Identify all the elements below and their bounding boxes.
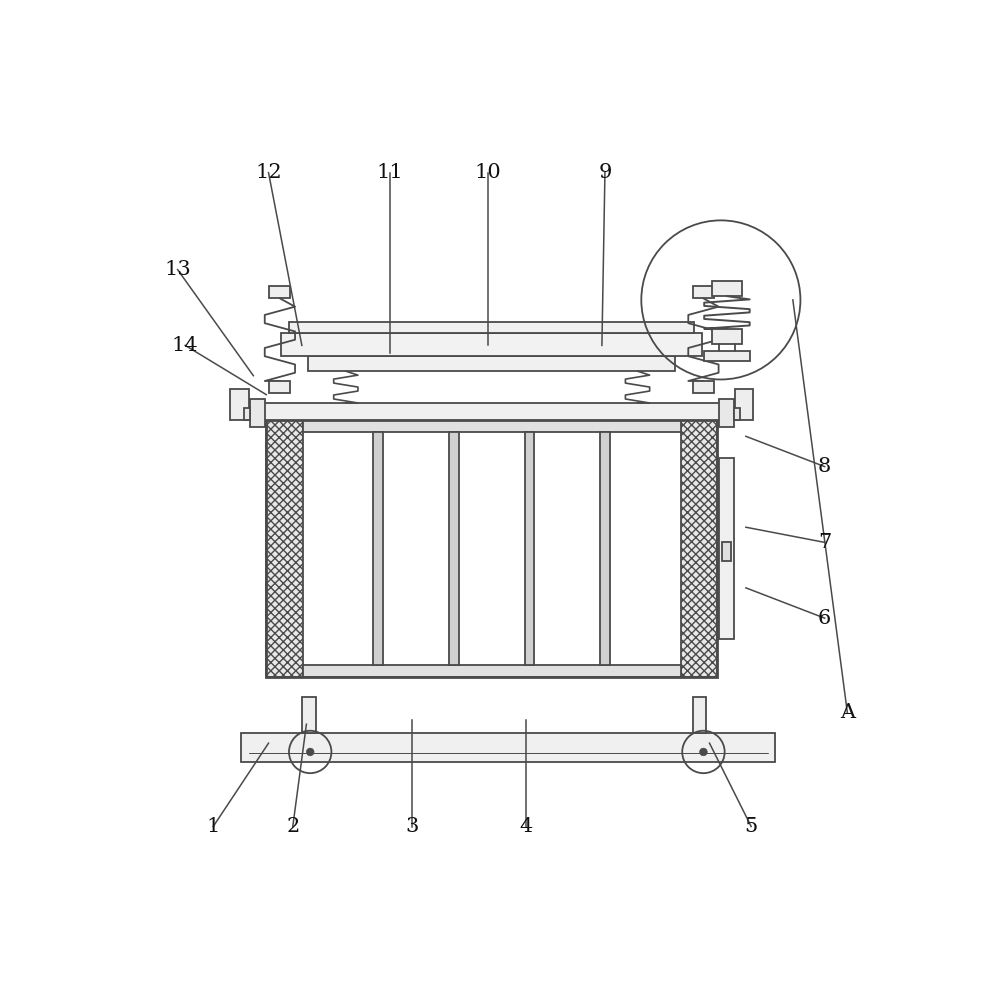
Bar [681, 419, 717, 677]
Bar [269, 286, 290, 298]
Bar [241, 733, 775, 762]
Bar [735, 390, 753, 419]
Bar [269, 381, 290, 394]
Bar [449, 432, 459, 665]
Bar [734, 407, 740, 419]
Text: 13: 13 [164, 260, 191, 279]
Text: 8: 8 [818, 458, 831, 476]
Bar [693, 697, 706, 733]
Text: 2: 2 [286, 817, 299, 836]
Text: 4: 4 [520, 817, 533, 836]
Bar [303, 665, 681, 677]
Text: 3: 3 [406, 817, 419, 836]
Bar [303, 419, 681, 432]
Text: 9: 9 [598, 163, 612, 182]
Bar [281, 334, 702, 356]
Bar [600, 432, 610, 665]
Bar [719, 400, 734, 427]
Circle shape [306, 748, 314, 756]
Bar [308, 356, 675, 371]
Text: 5: 5 [745, 817, 758, 836]
Bar [230, 390, 249, 419]
Bar [266, 419, 717, 677]
Text: 14: 14 [172, 336, 198, 355]
Bar [247, 403, 736, 419]
Text: 11: 11 [376, 163, 403, 182]
Bar [244, 407, 250, 419]
Bar [289, 322, 694, 334]
Bar [302, 697, 316, 733]
Bar [373, 432, 383, 665]
Bar [266, 419, 303, 677]
Bar [704, 350, 750, 360]
Text: A: A [840, 704, 855, 722]
Text: 1: 1 [207, 817, 220, 836]
Bar [693, 286, 714, 298]
Bar [719, 458, 734, 640]
Text: 7: 7 [818, 533, 831, 552]
Bar [525, 432, 534, 665]
Bar [712, 281, 742, 296]
Bar [722, 542, 731, 561]
Text: 12: 12 [255, 163, 282, 182]
Bar [712, 329, 742, 343]
Circle shape [700, 748, 707, 756]
Bar [693, 381, 714, 394]
Text: 6: 6 [818, 609, 831, 628]
Text: 10: 10 [475, 163, 502, 182]
Bar [250, 400, 265, 427]
